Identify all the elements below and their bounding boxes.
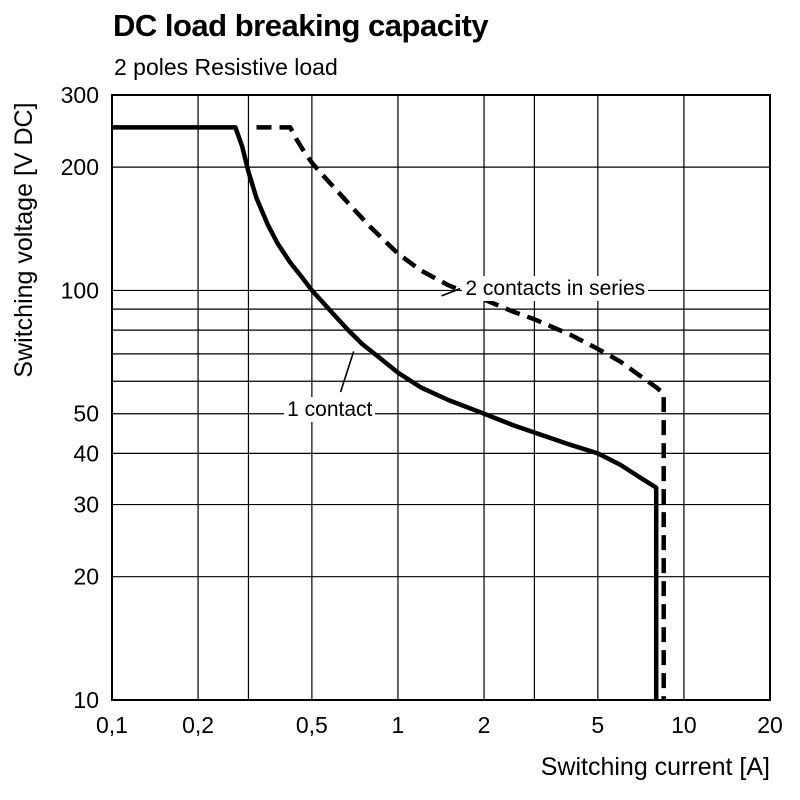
x-tick-label: 0,1 <box>96 712 128 738</box>
y-axis-label: Switching voltage [V DC] <box>10 102 38 377</box>
x-tick-label: 2 <box>478 712 491 738</box>
annotation-leader-line <box>441 287 461 297</box>
chart-subtitle: 2 poles Resistive load <box>114 54 338 80</box>
y-tick-label: 50 <box>73 401 99 427</box>
x-tick-label: 10 <box>671 712 697 738</box>
plot-frame <box>111 94 771 701</box>
annotation-label: 2 contacts in series <box>462 275 649 301</box>
curve-2-contacts-in-series <box>256 125 666 700</box>
y-tick-label: 20 <box>73 564 99 590</box>
y-tick-label: 200 <box>61 154 99 180</box>
annotation-label: 1 contact <box>284 397 376 423</box>
x-tick-label: 0,2 <box>182 712 214 738</box>
x-tick-label: 20 <box>757 712 783 738</box>
y-tick-label: 100 <box>61 277 99 303</box>
annotation-leader-line <box>339 351 355 393</box>
y-tick-label: 300 <box>61 82 99 108</box>
x-tick-label: 0,5 <box>296 712 328 738</box>
curve-1-contact <box>112 125 659 700</box>
x-tick-label: 1 <box>392 712 405 738</box>
y-tick-label: 30 <box>73 492 99 518</box>
chart-title: DC load breaking capacity <box>113 8 489 43</box>
x-tick-label: 5 <box>591 712 604 738</box>
x-axis-label: Switching current [A] <box>541 753 770 781</box>
y-tick-label: 10 <box>73 687 99 713</box>
y-tick-label: 40 <box>73 440 99 466</box>
